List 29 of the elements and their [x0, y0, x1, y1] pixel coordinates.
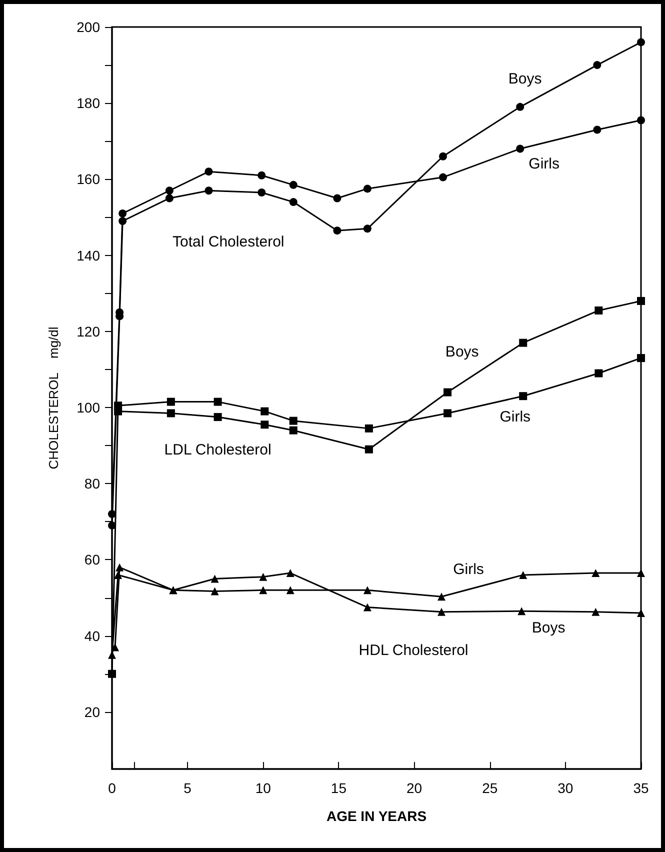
x-tick-label: 20: [406, 780, 422, 796]
series-label: Boys: [508, 70, 542, 88]
y-tick-label: 200: [76, 19, 100, 35]
y-tick-label: 120: [76, 323, 100, 340]
series-label: Boys: [532, 620, 566, 637]
x-tick-label: 10: [255, 780, 272, 796]
x-axis-title: AGE IN YEARS: [326, 808, 427, 824]
series-label: Girls: [500, 408, 531, 426]
y-tick-label: 140: [76, 247, 100, 264]
y-tick-label: 160: [76, 171, 100, 188]
y-tick-label: 100: [76, 400, 100, 416]
y-tick-label: 40: [84, 628, 100, 644]
series-label: Boys: [445, 343, 479, 360]
y-tick-label: 60: [84, 552, 100, 568]
x-tick-label: 15: [330, 780, 347, 796]
x-tick-label: 30: [558, 780, 574, 796]
x-tick-label: 5: [184, 780, 192, 796]
annotation: HDL Cholesterol: [358, 642, 468, 659]
y-tick-label: 180: [76, 95, 100, 112]
series-label: Girls: [528, 155, 560, 172]
series-label: Girls: [453, 561, 484, 578]
annotation: Total Cholesterol: [172, 234, 284, 251]
x-tick-label: 35: [633, 780, 649, 796]
y-tick-label: 20: [84, 704, 100, 720]
y-tick-label: 80: [84, 476, 100, 492]
y-axis-title: CHOLESTEROL mg/dl: [46, 326, 61, 470]
annotation: LDL Cholesterol: [164, 441, 272, 458]
x-tick-label: 25: [482, 780, 498, 796]
x-tick-label: 0: [108, 780, 116, 796]
